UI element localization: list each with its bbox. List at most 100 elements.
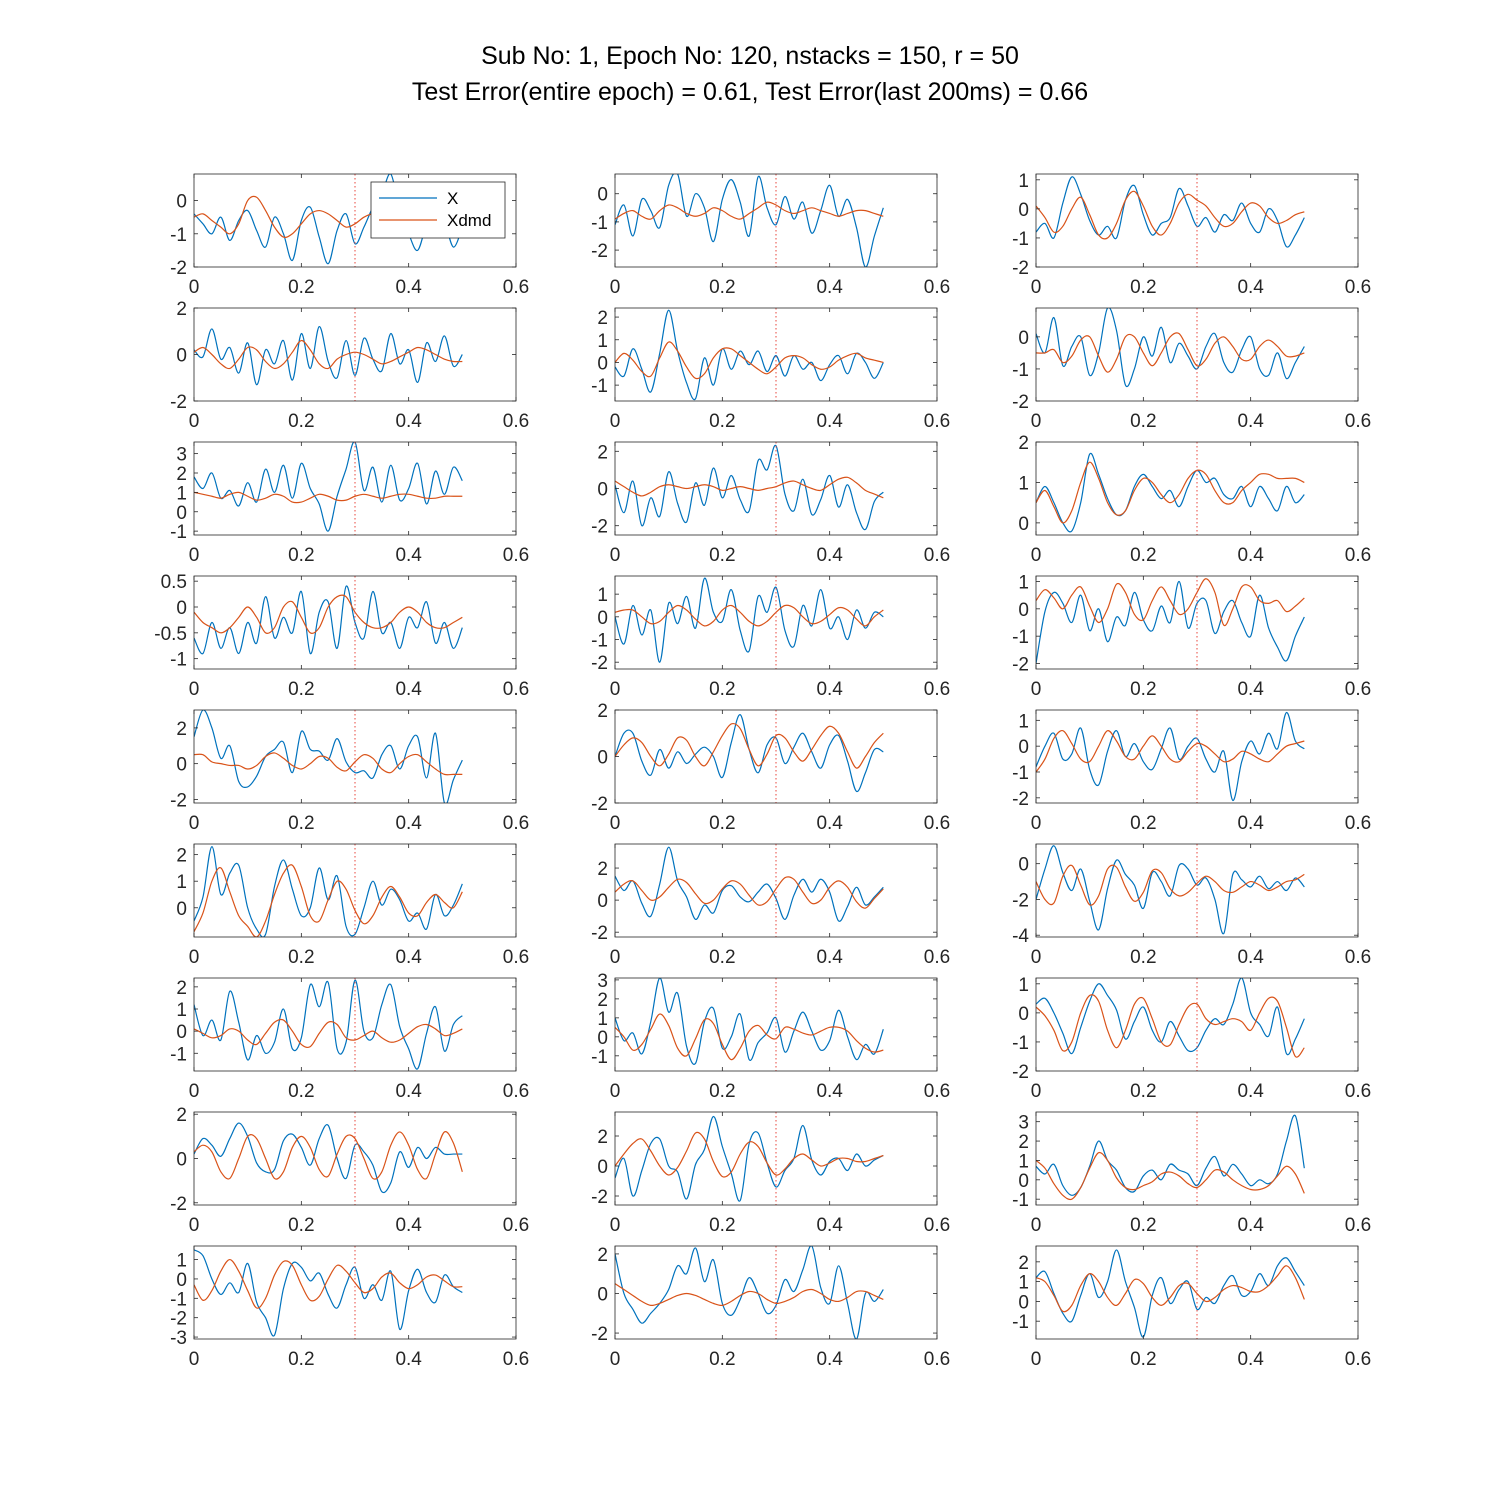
y-tick-label: 0.5 bbox=[161, 572, 187, 593]
y-tick-label: 0 bbox=[1018, 328, 1029, 349]
series-X-line bbox=[1036, 580, 1305, 664]
x-tick-label: 0.6 bbox=[924, 411, 950, 432]
y-tick-label: 2 bbox=[597, 1127, 608, 1148]
x-tick-label: 0.6 bbox=[503, 277, 529, 298]
y-tick-label: -2 bbox=[170, 392, 187, 413]
subplot-9: 0 0.2 0.4 0.6 0 1 2 bbox=[1018, 433, 1371, 566]
y-tick-label: 1 bbox=[597, 585, 608, 606]
axes-box bbox=[614, 1111, 938, 1206]
subplot-22: 0 0.2 0.4 0.6-202 bbox=[170, 1105, 529, 1236]
series-Xdmd-line bbox=[194, 594, 463, 634]
x-tick-label: 0.6 bbox=[1345, 679, 1371, 700]
y-tick-label: -1 bbox=[1012, 360, 1029, 381]
x-tick-label: 0 bbox=[1031, 411, 1042, 432]
series-Xdmd-line bbox=[615, 476, 884, 499]
subplot-4: 0 0.2 0.4 0.6-202 bbox=[170, 299, 529, 432]
x-tick-label: 0 bbox=[1031, 1215, 1042, 1236]
y-tick-label: -1 bbox=[1012, 1190, 1029, 1211]
y-tick-label: -2 bbox=[1012, 392, 1029, 413]
series-Xdmd-line bbox=[1036, 190, 1305, 240]
x-tick-label: 0.2 bbox=[709, 1215, 735, 1236]
y-tick-label: 0 bbox=[597, 353, 608, 374]
subplot-23: 0 0.2 0.4 0.6-202 bbox=[591, 1111, 950, 1236]
x-tick-label: 0.2 bbox=[288, 545, 314, 566]
y-tick-label: 3 bbox=[1018, 1113, 1029, 1134]
x-tick-label: 0.6 bbox=[1345, 545, 1371, 566]
x-tick-label: 0 bbox=[610, 277, 621, 298]
x-tick-label: 0.4 bbox=[1237, 947, 1264, 968]
subplot-background bbox=[194, 1246, 516, 1339]
x-tick-label: 0.4 bbox=[816, 813, 843, 834]
x-tick-label: 0 bbox=[1031, 947, 1042, 968]
subplot-16: 0 0.2 0.4 0.6 0 1 2 bbox=[176, 843, 529, 968]
series-X-line bbox=[1036, 978, 1305, 1056]
x-tick-label: 0.4 bbox=[816, 277, 843, 298]
series-Xdmd-line bbox=[194, 1131, 463, 1180]
x-tick-label: 0 bbox=[1031, 679, 1042, 700]
subplot-background bbox=[615, 174, 937, 267]
x-tick-label: 0.2 bbox=[288, 813, 314, 834]
axes-box bbox=[1035, 843, 1359, 938]
axes-box bbox=[1035, 173, 1359, 268]
x-tick-label: 0.2 bbox=[709, 1349, 735, 1370]
y-tick-label: -1 bbox=[1012, 229, 1029, 250]
y-tick-label: -2 bbox=[1012, 1062, 1029, 1083]
axes-box bbox=[193, 575, 517, 670]
y-tick-label: -1 bbox=[170, 1289, 187, 1310]
axes-box bbox=[614, 307, 938, 402]
y-tick-label: 0 bbox=[176, 598, 187, 619]
x-tick-label: 0.4 bbox=[816, 545, 843, 566]
series-X-line bbox=[615, 444, 884, 531]
x-tick-label: 0.4 bbox=[395, 277, 422, 298]
axes-box bbox=[1035, 977, 1359, 1072]
subplot-background bbox=[615, 442, 937, 535]
subplot-background bbox=[1036, 1246, 1358, 1339]
y-tick-label: 3 bbox=[176, 445, 187, 466]
subplot-3: 0 0.2 0.4 0.6 -2 -1 0 1 bbox=[1012, 171, 1371, 298]
series-Xdmd-line bbox=[194, 1018, 463, 1049]
x-tick-label: 0 bbox=[610, 947, 621, 968]
y-tick-label: 0 bbox=[597, 480, 608, 501]
y-tick-label: 0 bbox=[176, 1150, 187, 1171]
y-tick-label: -3 bbox=[170, 1328, 187, 1349]
x-tick-label: 0.6 bbox=[503, 411, 529, 432]
x-tick-label: 0.6 bbox=[924, 545, 950, 566]
x-tick-label: 0.6 bbox=[924, 813, 950, 834]
x-tick-label: 0.6 bbox=[1345, 1349, 1371, 1370]
y-tick-label: 0 bbox=[597, 1028, 608, 1049]
x-tick-label: 0.6 bbox=[1345, 411, 1371, 432]
series-Xdmd-line bbox=[615, 1283, 884, 1307]
x-tick-label: 0.2 bbox=[288, 947, 314, 968]
x-tick-label: 0.2 bbox=[1130, 1215, 1156, 1236]
subplot-17: 0 0.2 0.4 0.6-202 bbox=[591, 843, 950, 968]
axes-box bbox=[614, 843, 938, 938]
y-tick-label: 2 bbox=[176, 299, 187, 320]
subplot-background bbox=[615, 844, 937, 937]
x-tick-label: 0.2 bbox=[709, 277, 735, 298]
subplot-8: 0 0.2 0.4 0.6-202 bbox=[591, 441, 950, 566]
y-tick-label: 1 bbox=[1018, 171, 1029, 192]
x-tick-label: 0.2 bbox=[1130, 813, 1156, 834]
subplot-14: 0 0.2 0.4 0.6-202 bbox=[591, 701, 950, 834]
y-tick-label: 2 bbox=[597, 442, 608, 463]
figure-title-line-2: Test Error(entire epoch) = 0.61, Test Er… bbox=[411, 78, 1089, 106]
y-tick-label: 2 bbox=[176, 464, 187, 485]
y-tick-label: 1 bbox=[1018, 975, 1029, 996]
y-tick-label: 0 bbox=[1018, 600, 1029, 621]
x-tick-label: 0 bbox=[610, 679, 621, 700]
y-tick-label: 1 bbox=[1018, 711, 1029, 732]
subplot-15: 0 0.2 0.4 0.6 -2 -1 0 1 bbox=[1012, 709, 1371, 834]
series-Xdmd-line bbox=[1036, 994, 1305, 1058]
series-X-line bbox=[1036, 845, 1305, 935]
x-tick-label: 0 bbox=[189, 1081, 200, 1102]
x-tick-label: 0.2 bbox=[1130, 679, 1156, 700]
x-tick-label: 0.6 bbox=[503, 545, 529, 566]
x-tick-label: 0.6 bbox=[924, 1349, 950, 1370]
y-tick-label: -2 bbox=[1012, 890, 1029, 911]
x-tick-label: 0.4 bbox=[395, 679, 422, 700]
